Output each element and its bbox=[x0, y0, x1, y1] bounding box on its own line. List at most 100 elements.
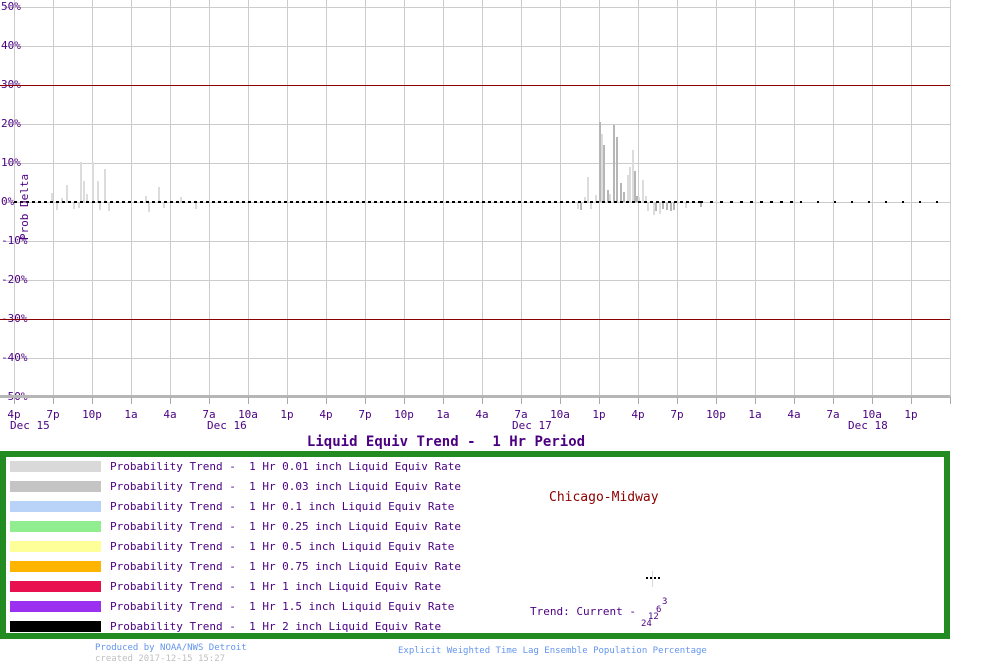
x-tick-label: 1p bbox=[280, 408, 294, 421]
legend-label: Probability Trend - 1 Hr 1.5 inch Liquid… bbox=[110, 600, 455, 613]
legend-swatch bbox=[10, 481, 101, 492]
probability-trend-bar bbox=[145, 196, 147, 202]
probability-trend-bar bbox=[590, 203, 592, 209]
x-tick-mark bbox=[677, 397, 678, 404]
probability-trend-bar bbox=[180, 197, 182, 202]
legend-swatch bbox=[10, 521, 101, 532]
legend-swatch bbox=[10, 541, 101, 552]
horizontal-gridline bbox=[4, 241, 950, 242]
probability-trend-bar bbox=[80, 161, 82, 202]
x-tick-label: 10p bbox=[82, 408, 102, 421]
x-tick-label: 1p bbox=[904, 408, 918, 421]
legend-swatch bbox=[10, 601, 101, 612]
x-tick-label: 4p bbox=[319, 408, 333, 421]
legend-swatch bbox=[10, 561, 101, 572]
probability-trend-bar bbox=[580, 203, 582, 211]
y-tick-label: 50% bbox=[1, 0, 21, 13]
vertical-gridline bbox=[209, 0, 210, 397]
probability-trend-bar bbox=[645, 196, 647, 202]
probability-trend-bar bbox=[148, 203, 150, 212]
probability-trend-bar bbox=[700, 203, 702, 207]
y-tick-label: 0% bbox=[1, 195, 15, 208]
horizontal-gridline bbox=[4, 358, 950, 359]
probability-trend-bar bbox=[108, 203, 110, 211]
probability-trend-bar bbox=[577, 203, 579, 209]
y-tick-label: 20% bbox=[1, 117, 21, 130]
legend-label: Probability Trend - 1 Hr 0.03 inch Liqui… bbox=[110, 480, 461, 493]
x-tick-mark bbox=[833, 397, 834, 404]
x-tick-label: 10a bbox=[238, 408, 258, 421]
probability-trend-bar bbox=[56, 203, 58, 211]
x-tick-mark bbox=[92, 397, 93, 404]
probability-trend-bar bbox=[97, 180, 99, 202]
vertical-gridline bbox=[755, 0, 756, 397]
vertical-gridline bbox=[131, 0, 132, 397]
probability-trend-bar bbox=[620, 182, 622, 202]
vertical-gridline bbox=[833, 0, 834, 397]
vertical-gridline bbox=[326, 0, 327, 397]
vertical-gridline bbox=[521, 0, 522, 397]
probability-trend-bar bbox=[647, 203, 649, 211]
probability-trend-bar bbox=[66, 184, 68, 202]
probability-trend-bar bbox=[609, 194, 611, 202]
x-tick-mark bbox=[443, 397, 444, 404]
trend-age-label: 24 bbox=[641, 619, 652, 629]
probability-trend-bar bbox=[636, 196, 638, 202]
x-tick-mark bbox=[638, 397, 639, 404]
x-date-label: Dec 15 bbox=[10, 419, 50, 432]
x-tick-label: 1p bbox=[592, 408, 606, 421]
vertical-gridline bbox=[950, 0, 951, 397]
trend-key-label: Trend: Current - bbox=[530, 605, 643, 618]
x-tick-label: 10a bbox=[862, 408, 882, 421]
probability-trend-bar bbox=[638, 197, 640, 202]
probability-trend-bar bbox=[83, 180, 85, 202]
probability-trend-bar bbox=[632, 150, 634, 202]
probability-trend-bar bbox=[666, 203, 668, 211]
x-date-label: Dec 17 bbox=[512, 419, 552, 432]
x-tick-mark bbox=[53, 397, 54, 404]
probability-trend-bar bbox=[659, 203, 661, 214]
x-tick-label: 4a bbox=[163, 408, 177, 421]
x-tick-mark bbox=[755, 397, 756, 404]
current-trend-tick bbox=[652, 571, 653, 587]
vertical-gridline bbox=[716, 0, 717, 397]
x-tick-mark bbox=[794, 397, 795, 404]
x-date-label: Dec 16 bbox=[207, 419, 247, 432]
probability-trend-bar bbox=[685, 203, 687, 208]
probability-trend-bar bbox=[655, 203, 657, 211]
vertical-gridline bbox=[53, 0, 54, 397]
vertical-gridline bbox=[872, 0, 873, 397]
x-tick-mark bbox=[716, 397, 717, 404]
probability-trend-bar bbox=[104, 168, 106, 202]
x-tick-label: 7p bbox=[358, 408, 372, 421]
legend-label: Probability Trend - 1 Hr 0.1 inch Liquid… bbox=[110, 500, 455, 513]
legend-box: Probability Trend - 1 Hr 0.01 inch Liqui… bbox=[0, 451, 950, 639]
y-tick-label: -40% bbox=[1, 351, 28, 364]
probability-trend-bar bbox=[61, 198, 63, 202]
chart-title: Liquid Equiv Trend - 1 Hr Period bbox=[306, 434, 586, 450]
y-tick-label: -20% bbox=[1, 273, 28, 286]
legend-label: Probability Trend - 1 Hr 0.5 inch Liquid… bbox=[110, 540, 455, 553]
probability-trend-bar bbox=[51, 193, 53, 202]
x-tick-label: 7p bbox=[46, 408, 60, 421]
vertical-gridline bbox=[560, 0, 561, 397]
probability-trend-bar bbox=[601, 133, 603, 202]
x-tick-label: 1a bbox=[436, 408, 450, 421]
x-tick-label: 7a bbox=[826, 408, 840, 421]
plot-area: 50%40%30%20%10%0%-10%-20%-30%-40%-50%4p7… bbox=[0, 0, 951, 432]
produced-by-text: Produced by NOAA/NWS Detroit bbox=[95, 643, 247, 653]
y-axis-label: Prob Delta bbox=[18, 173, 31, 241]
probability-trend-bar bbox=[642, 180, 644, 202]
probability-trend-bar bbox=[78, 203, 80, 208]
x-tick-label: 4a bbox=[475, 408, 489, 421]
y-tick-label: 10% bbox=[1, 156, 21, 169]
x-tick-mark bbox=[872, 397, 873, 404]
probability-trend-bar bbox=[670, 203, 672, 211]
vertical-gridline bbox=[404, 0, 405, 397]
vertical-gridline bbox=[287, 0, 288, 397]
horizontal-gridline bbox=[4, 7, 950, 8]
horizontal-gridline bbox=[4, 124, 950, 125]
x-tick-mark bbox=[14, 397, 15, 404]
legend-swatch bbox=[10, 501, 101, 512]
